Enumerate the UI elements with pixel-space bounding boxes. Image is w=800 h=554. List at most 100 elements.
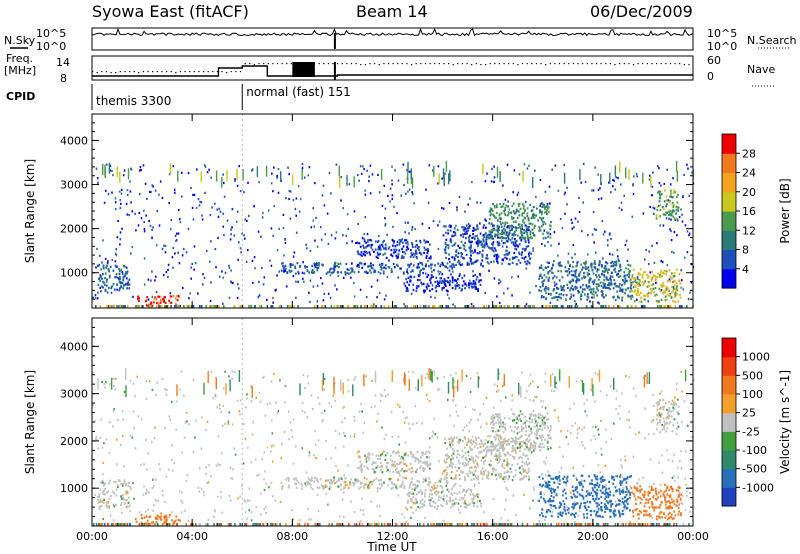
echo-cell bbox=[427, 240, 429, 244]
echo-cell bbox=[619, 263, 622, 266]
echo-cell bbox=[244, 237, 246, 240]
echo-cell bbox=[409, 255, 412, 258]
echo-cell bbox=[114, 481, 117, 484]
echo-cell bbox=[112, 519, 115, 522]
echo-cell bbox=[422, 480, 425, 483]
echo-cell bbox=[366, 271, 369, 274]
streak-cell bbox=[430, 369, 432, 381]
echo-cell bbox=[489, 207, 492, 210]
streak-cell bbox=[221, 176, 223, 188]
echo-cell bbox=[676, 201, 679, 204]
echo-cell bbox=[597, 278, 600, 281]
echo-cell bbox=[490, 208, 493, 211]
echo-cell bbox=[309, 279, 312, 282]
echo-cell bbox=[292, 418, 295, 421]
echo-cell bbox=[419, 269, 422, 273]
echo-cell bbox=[673, 275, 676, 278]
echo-cell bbox=[159, 468, 161, 471]
echo-cell bbox=[391, 179, 393, 182]
echo-cell bbox=[210, 240, 212, 243]
echo-cell bbox=[97, 181, 99, 184]
echo-cell bbox=[519, 236, 521, 239]
echo-cell bbox=[490, 223, 493, 226]
echo-cell bbox=[210, 371, 213, 374]
echo-cell bbox=[666, 449, 668, 452]
echo-cell bbox=[514, 241, 517, 244]
echo-cell bbox=[684, 509, 687, 512]
echo-cell bbox=[397, 252, 400, 255]
echo-cell bbox=[385, 470, 388, 473]
echo-cell bbox=[338, 515, 341, 518]
echo-cell bbox=[576, 436, 578, 439]
echo-cell bbox=[386, 233, 388, 236]
echo-cell bbox=[184, 509, 186, 512]
nave-dot bbox=[605, 63, 607, 65]
echo-cell bbox=[568, 272, 571, 275]
echo-cell bbox=[458, 467, 460, 470]
echo-cell bbox=[301, 401, 304, 404]
echo-cell bbox=[343, 480, 346, 483]
echo-cell bbox=[104, 272, 107, 275]
echo-cell bbox=[400, 455, 403, 458]
echo-cell bbox=[521, 220, 524, 223]
ground-cell bbox=[492, 305, 495, 308]
echo-cell bbox=[531, 213, 534, 217]
echo-cell bbox=[98, 263, 101, 267]
echo-cell bbox=[400, 461, 403, 464]
nave-dot bbox=[572, 63, 574, 65]
echo-cell bbox=[572, 294, 575, 297]
echo-cell bbox=[330, 478, 333, 481]
echo-cell bbox=[223, 182, 225, 185]
echo-cell bbox=[367, 456, 370, 459]
echo-cell bbox=[407, 247, 409, 250]
echo-cell bbox=[627, 491, 629, 494]
colorbar-swatch bbox=[722, 172, 736, 193]
echo-cell bbox=[464, 405, 467, 408]
echo-cell bbox=[562, 455, 564, 458]
echo-cell bbox=[446, 293, 449, 296]
echo-cell bbox=[282, 265, 284, 268]
echo-cell bbox=[464, 242, 466, 245]
ground-cell bbox=[644, 305, 646, 308]
echo-cell bbox=[559, 261, 562, 264]
echo-cell bbox=[586, 398, 588, 401]
echo-cell bbox=[683, 173, 685, 176]
echo-cell bbox=[201, 214, 203, 217]
echo-cell bbox=[615, 397, 618, 400]
echo-cell bbox=[528, 226, 530, 229]
echo-cell bbox=[330, 457, 332, 460]
echo-cell bbox=[238, 287, 240, 290]
echo-cell bbox=[664, 213, 667, 217]
echo-cell bbox=[481, 477, 484, 480]
echo-cell bbox=[164, 301, 167, 304]
nave-dot bbox=[110, 72, 112, 74]
colorbar-swatch bbox=[722, 211, 736, 231]
echo-cell bbox=[554, 284, 556, 287]
echo-cell bbox=[368, 458, 371, 461]
echo-cell bbox=[512, 455, 514, 458]
echo-cell bbox=[411, 487, 414, 490]
echo-cell bbox=[467, 460, 470, 464]
echo-cell bbox=[509, 238, 512, 242]
echo-cell bbox=[474, 474, 477, 478]
echo-cell bbox=[554, 409, 556, 412]
echo-cell bbox=[565, 294, 568, 297]
echo-cell bbox=[476, 372, 479, 375]
echo-cell bbox=[389, 200, 391, 203]
colorbar-tick-label: 28 bbox=[742, 147, 756, 160]
echo-cell bbox=[297, 280, 299, 283]
echo-cell bbox=[403, 476, 406, 480]
ground-cell bbox=[342, 305, 345, 308]
echo-cell bbox=[427, 201, 430, 204]
echo-cell bbox=[419, 239, 422, 243]
echo-cell bbox=[370, 271, 372, 274]
echo-cell bbox=[333, 478, 335, 481]
echo-cell bbox=[503, 480, 506, 483]
freq-label-2: [MHz] bbox=[4, 64, 36, 77]
echo-cell bbox=[555, 295, 558, 299]
echo-cell bbox=[130, 488, 132, 491]
echo-cell bbox=[512, 234, 515, 237]
echo-cell bbox=[430, 267, 433, 270]
echo-cell bbox=[469, 466, 471, 469]
echo-cell bbox=[121, 227, 123, 230]
